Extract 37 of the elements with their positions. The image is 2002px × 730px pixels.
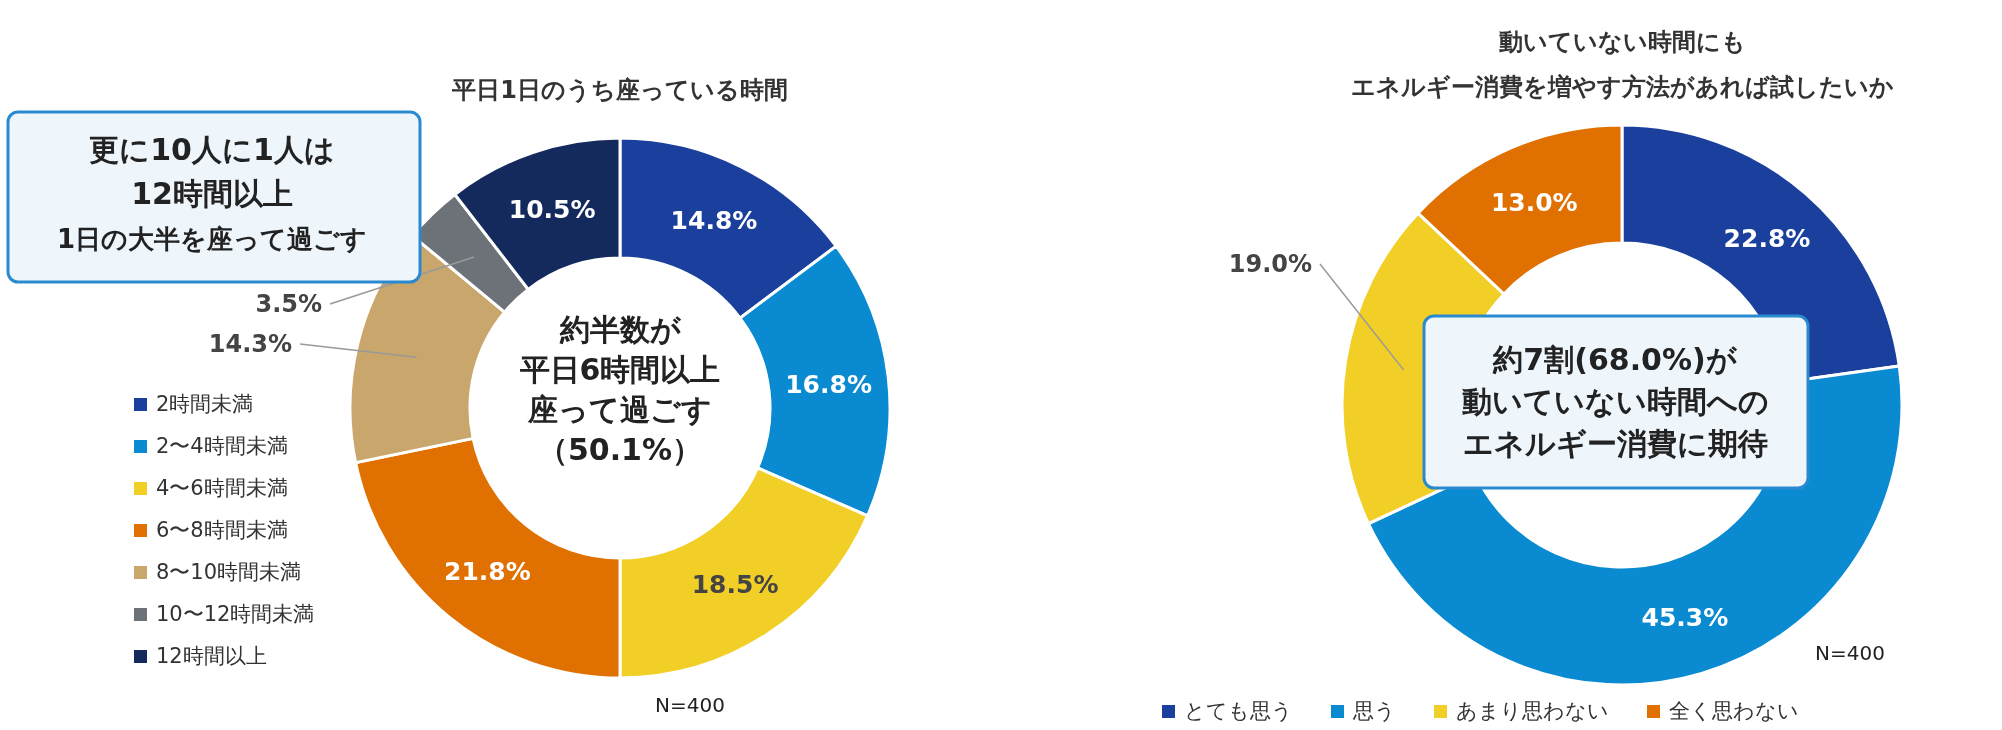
data-label: 13.0% xyxy=(1490,188,1578,218)
text: 1日の大半を座って過ごす xyxy=(56,224,368,254)
legend-label: 全く思わない xyxy=(1669,699,1799,723)
legend-label: 思う xyxy=(1352,699,1396,723)
data-label: 3.5% xyxy=(255,290,322,318)
text: 更に10人に1人は xyxy=(89,132,335,167)
data-label: 18.5% xyxy=(691,569,779,599)
data-label: 45.3% xyxy=(1641,602,1729,632)
text: エネルギー消費に期待 xyxy=(1462,426,1768,461)
legend-label: 6〜8時間未満 xyxy=(156,518,288,542)
data-label: 14.8% xyxy=(670,206,758,236)
data-label: 19.0% xyxy=(1228,250,1312,278)
legend-label: とても思う xyxy=(1184,699,1293,723)
data-label: 21.8% xyxy=(444,556,531,586)
legend-label: 2〜4時間未満 xyxy=(156,434,288,458)
legend-label: 10〜12時間未満 xyxy=(156,602,315,626)
chart-title: 平日1日のうち座っている時間 xyxy=(451,76,788,104)
data-label: 22.8% xyxy=(1723,224,1811,254)
data-label: 16.8% xyxy=(785,369,872,399)
text: 約7割(68.0%)が xyxy=(1492,342,1738,377)
text: 座って過ごす xyxy=(527,392,712,427)
legend-label: 4〜6時間未満 xyxy=(156,476,288,500)
text: 平日6時間以上 xyxy=(518,352,721,387)
chart-subtitle: エネルギー消費を増やす方法があれば試したいか xyxy=(1350,73,1894,101)
text: （50.1%） xyxy=(537,432,703,467)
legend-label: あまり思わない xyxy=(1456,699,1609,723)
legend-label: 8〜10時間未満 xyxy=(156,560,302,584)
text: 12時間以上 xyxy=(131,176,293,211)
data-label: 14.3% xyxy=(208,330,292,358)
data-label: 10.5% xyxy=(508,195,596,225)
text: N=400 xyxy=(655,693,725,717)
chart-title: 動いていない時間にも xyxy=(1497,28,1746,56)
text: 約半数が xyxy=(558,312,682,347)
text: N=400 xyxy=(1815,641,1885,665)
legend-label: 2時間未満 xyxy=(156,392,254,416)
legend-label: 12時間以上 xyxy=(156,644,267,668)
text: 動いていない時間への xyxy=(1461,384,1769,419)
